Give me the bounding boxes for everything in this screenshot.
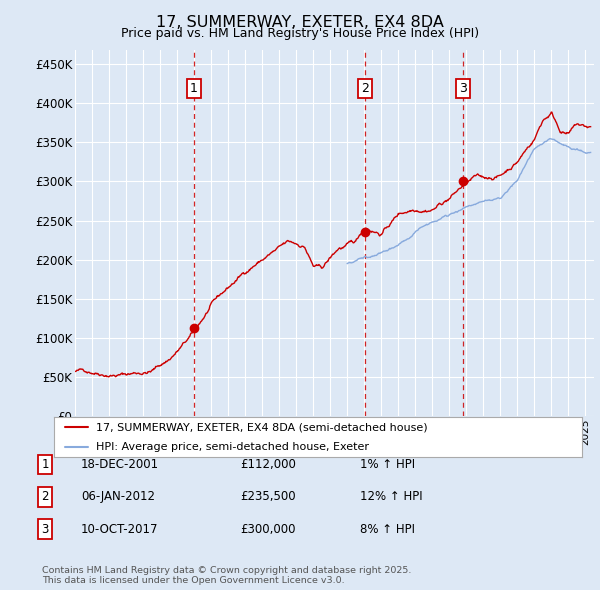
Text: 2: 2: [361, 82, 369, 95]
Text: 17, SUMMERWAY, EXETER, EX4 8DA (semi-detached house): 17, SUMMERWAY, EXETER, EX4 8DA (semi-det…: [96, 422, 428, 432]
Text: Contains HM Land Registry data © Crown copyright and database right 2025.
This d: Contains HM Land Registry data © Crown c…: [42, 566, 412, 585]
Text: HPI: Average price, semi-detached house, Exeter: HPI: Average price, semi-detached house,…: [96, 442, 369, 452]
Text: 06-JAN-2012: 06-JAN-2012: [81, 490, 155, 503]
Text: 18-DEC-2001: 18-DEC-2001: [81, 458, 159, 471]
Text: £112,000: £112,000: [240, 458, 296, 471]
Text: Price paid vs. HM Land Registry's House Price Index (HPI): Price paid vs. HM Land Registry's House …: [121, 27, 479, 40]
Text: 1: 1: [190, 82, 197, 95]
Text: £235,500: £235,500: [240, 490, 296, 503]
Text: £300,000: £300,000: [240, 523, 296, 536]
Text: 1% ↑ HPI: 1% ↑ HPI: [360, 458, 415, 471]
Text: 1: 1: [41, 458, 49, 471]
Text: 8% ↑ HPI: 8% ↑ HPI: [360, 523, 415, 536]
Text: 2: 2: [41, 490, 49, 503]
Text: 17, SUMMERWAY, EXETER, EX4 8DA: 17, SUMMERWAY, EXETER, EX4 8DA: [156, 15, 444, 30]
Text: 12% ↑ HPI: 12% ↑ HPI: [360, 490, 422, 503]
Text: 3: 3: [41, 523, 49, 536]
Text: 3: 3: [458, 82, 467, 95]
Text: 10-OCT-2017: 10-OCT-2017: [81, 523, 158, 536]
